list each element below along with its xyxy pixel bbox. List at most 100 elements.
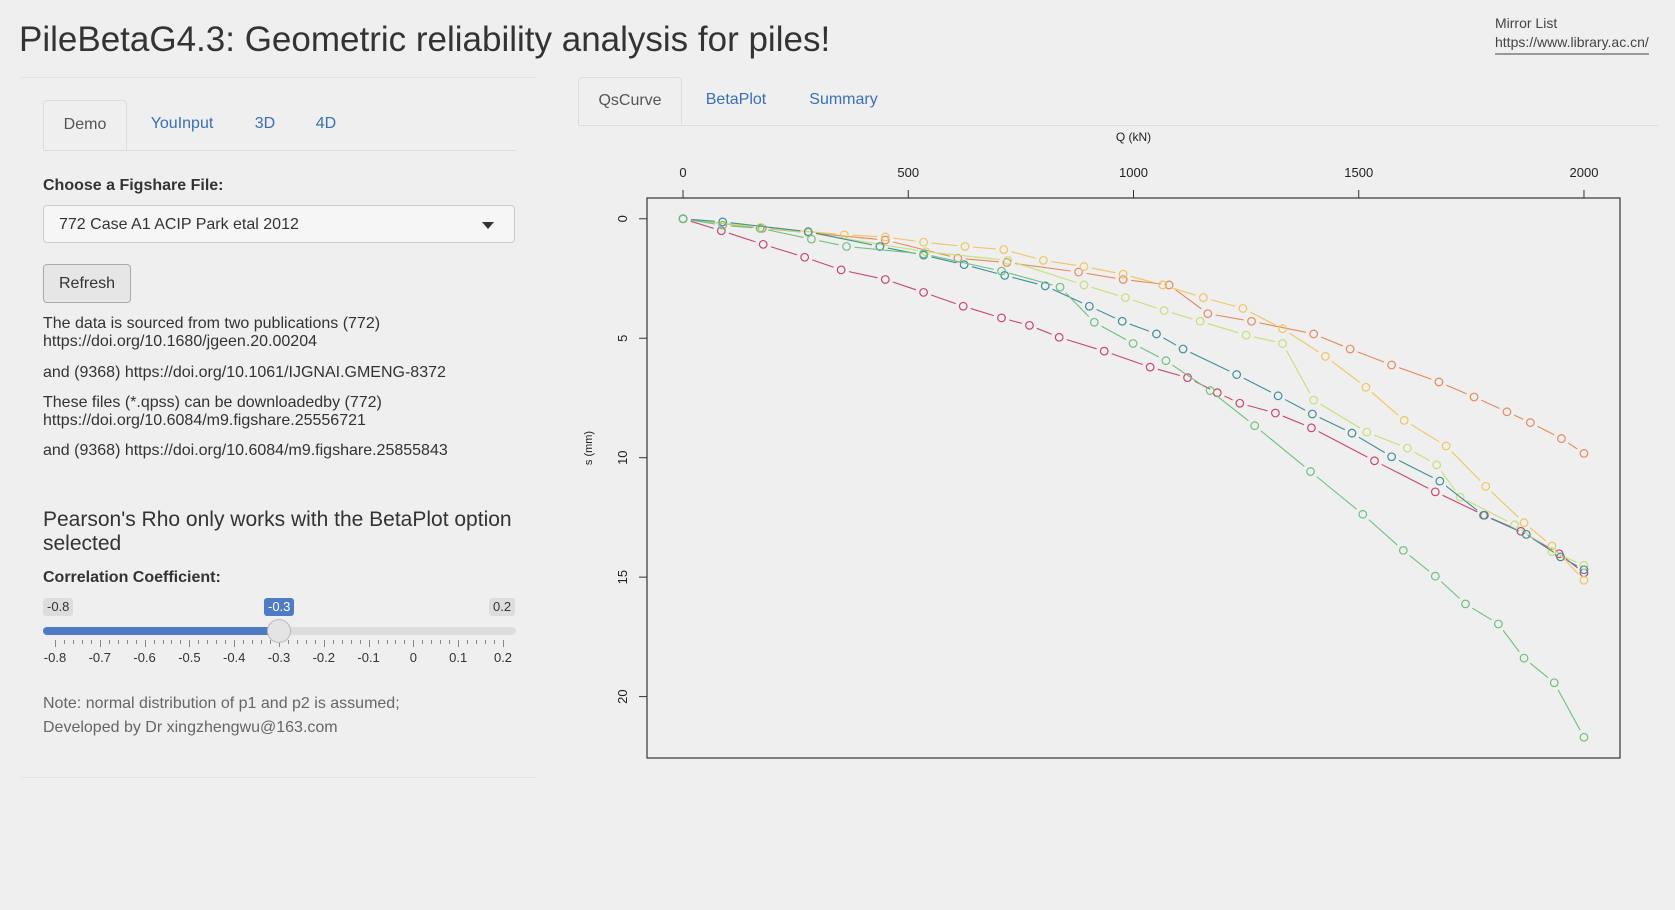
slider-minor-tick	[314, 640, 316, 644]
figshare-file-select[interactable]: 772 Case A1 ACIP Park etal 2012	[43, 205, 515, 243]
series-light-green-segment	[1132, 299, 1157, 309]
series-green-point	[1089, 317, 1099, 327]
slider-minor-tick	[108, 640, 110, 644]
slider-tick	[503, 640, 504, 647]
series-green-point	[1161, 356, 1171, 366]
y-tick-label: 20	[615, 689, 630, 703]
series-orange-segment	[1446, 384, 1467, 395]
tab-youinput[interactable]: YouInput	[150, 115, 214, 132]
info-text-4: and (9368) https://doi.org/10.6084/m9.fi…	[43, 442, 448, 459]
slider-minor-tick	[171, 640, 173, 644]
series-teal-segment	[1012, 276, 1038, 285]
x-axis-title: Q (kN)	[1116, 130, 1151, 144]
series-light-green-segment	[1414, 451, 1430, 462]
series-teal-point	[1556, 552, 1565, 562]
series-teal-point	[1232, 370, 1242, 379]
slider-tick-label: 0.2	[493, 650, 513, 665]
series-orange-point	[880, 235, 890, 245]
series-orange-point	[1203, 309, 1213, 319]
series-red-segment	[848, 271, 878, 279]
mirror-label: Mirror List	[1495, 15, 1558, 31]
series-light-green-point	[1455, 492, 1465, 502]
series-teal-segment	[1129, 323, 1150, 332]
series-teal-point	[1579, 565, 1589, 575]
slider-minor-tick	[395, 640, 397, 644]
refresh-button[interactable]: Refresh	[43, 264, 131, 303]
slider-tick	[99, 640, 101, 647]
series-yellow-segment	[1051, 261, 1077, 266]
y-tick-label: 0	[615, 215, 630, 222]
series-orange-segment	[1086, 272, 1116, 279]
series-orange-point	[1247, 316, 1256, 326]
y-tick-label: 5	[615, 335, 630, 342]
series-light-green-point	[1079, 280, 1089, 290]
series-orange-segment	[965, 258, 999, 263]
series-orange-segment	[1481, 399, 1500, 410]
series-teal-segment	[1190, 351, 1230, 372]
series-green-point	[755, 223, 765, 233]
slider-label: Correlation Coefficient:	[43, 569, 221, 586]
series-orange-point	[1074, 267, 1083, 277]
tab-betaplot[interactable]: BetaPlot	[705, 91, 767, 108]
series-red-point	[1235, 398, 1245, 408]
series-teal-segment	[1096, 309, 1116, 319]
series-yellow-point	[919, 237, 928, 247]
slider-tick	[413, 640, 415, 647]
series-yellow-point	[1547, 541, 1557, 551]
series-light-green-segment	[1559, 554, 1577, 563]
slider-minor-tick	[252, 640, 254, 644]
slider-handle[interactable]	[267, 619, 291, 643]
series-red-segment	[728, 232, 756, 243]
series-orange-segment	[1537, 425, 1555, 436]
series-teal-point	[1084, 301, 1094, 311]
series-teal-segment	[815, 232, 873, 246]
series-red-point	[1054, 332, 1064, 342]
slider-minor-tick	[341, 640, 343, 644]
slider-max-label: 0.2	[489, 598, 516, 616]
slider-minor-tick	[359, 640, 361, 644]
series-green-segment	[1557, 689, 1581, 731]
series-green-segment	[1065, 292, 1090, 317]
slider-minor-tick	[81, 640, 83, 644]
series-orange-point	[1164, 280, 1174, 290]
slider-minor-tick	[216, 640, 218, 644]
page-title: PileBetaG4.3: Geometric reliability anal…	[19, 20, 831, 59]
slider-minor-tick	[63, 640, 65, 644]
series-light-green-segment	[1015, 262, 1077, 284]
series-light-green-segment	[1374, 434, 1401, 446]
slider-minor-tick	[350, 640, 352, 644]
series-red-point	[758, 239, 768, 249]
series-light-green-point	[1432, 460, 1442, 470]
series-light-green-segment	[768, 227, 801, 233]
series-orange-segment	[1131, 279, 1162, 285]
series-green-point	[919, 249, 928, 259]
series-teal-point	[959, 260, 969, 270]
slider-minor-tick	[422, 640, 424, 644]
series-red-segment	[1036, 327, 1052, 335]
series-teal-segment	[1490, 518, 1520, 532]
series-red-point	[1270, 408, 1280, 418]
slider-minor-tick	[207, 640, 209, 644]
series-red-segment	[892, 281, 917, 291]
series-light-green-point	[1241, 330, 1251, 340]
series-teal-segment	[690, 218, 715, 222]
mirror-link[interactable]: https://www.library.ac.cn/	[1495, 33, 1649, 55]
series-green-segment	[1260, 430, 1305, 467]
series-red-segment	[1009, 319, 1022, 324]
series-orange-segment	[1175, 289, 1202, 310]
tab-3d[interactable]: 3D	[254, 115, 276, 132]
series-teal-point	[1040, 281, 1050, 291]
series-red-point	[1099, 346, 1109, 356]
info-text-3: These files (*.qpss) can be downloadedby…	[43, 394, 382, 429]
tab-4d[interactable]: 4D	[315, 115, 337, 132]
series-orange-point	[1118, 275, 1128, 284]
tab-qscurve[interactable]: QsCurve	[578, 77, 682, 125]
slider-tick	[368, 640, 370, 647]
series-green-segment	[730, 225, 753, 229]
series-teal-segment	[931, 256, 957, 264]
series-red-segment	[1381, 463, 1429, 489]
slider-minor-tick	[287, 640, 289, 644]
slider-minor-tick	[377, 640, 379, 644]
tab-summary[interactable]: Summary	[809, 91, 878, 108]
tab-demo[interactable]: Demo	[43, 100, 127, 150]
